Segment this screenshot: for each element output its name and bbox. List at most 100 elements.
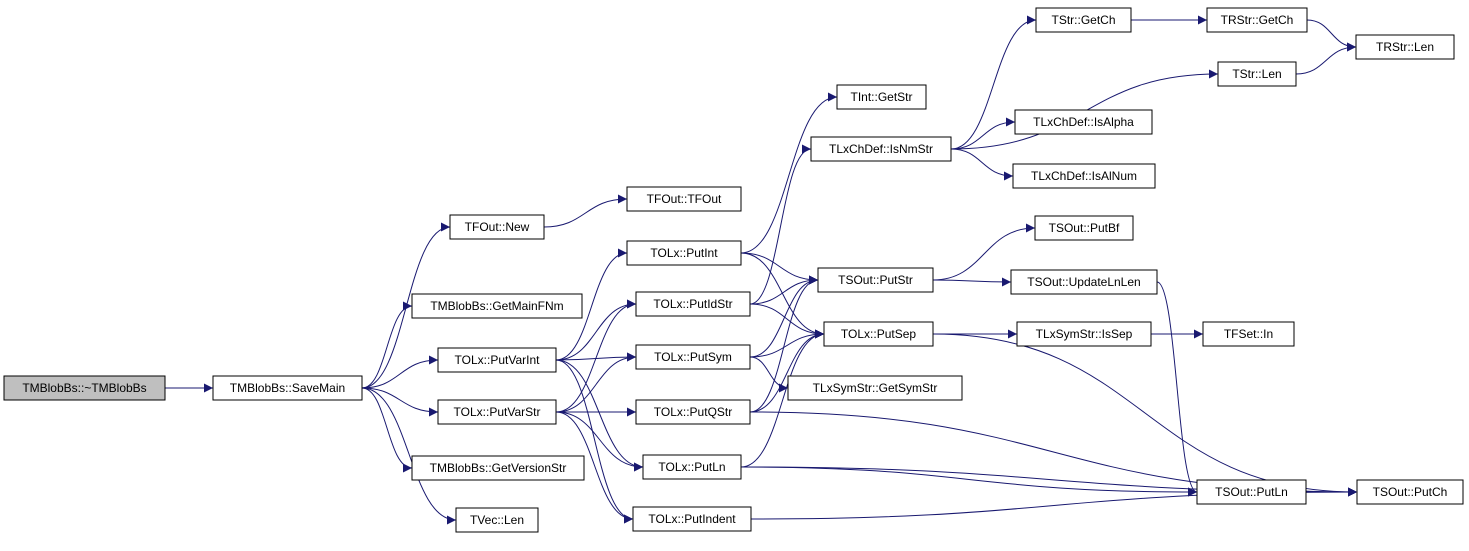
node-box: [449, 214, 545, 240]
call-edge: [749, 356, 789, 393]
call-edge: [361, 355, 439, 389]
call-edge: [361, 387, 413, 473]
node-box: [1016, 321, 1152, 347]
function-node: TSOut::UpdateLnLen: [1010, 269, 1158, 295]
call-edge: [749, 329, 825, 358]
node-box: [836, 84, 927, 110]
call-edge: [740, 92, 838, 254]
node-box: [1196, 479, 1307, 505]
node-box: [1012, 163, 1156, 189]
function-node: TSOut::PutCh: [1356, 479, 1464, 505]
call-edge: [932, 333, 1358, 497]
node-box: [626, 240, 742, 266]
call-edge: [749, 275, 819, 358]
node-label: TMBlobBs::GetVersionStr: [430, 461, 567, 475]
node-box: [1202, 321, 1295, 347]
call-edge: [749, 303, 825, 339]
node-label: TSOut::PutCh: [1373, 485, 1448, 499]
call-edge: [555, 352, 637, 413]
call-edge: [950, 117, 1016, 150]
call-edge: [932, 223, 1036, 281]
node-box: [635, 291, 751, 317]
call-edge: [740, 329, 825, 468]
node-label: TRStr::GetCh: [1221, 13, 1294, 27]
call-edge: [740, 252, 819, 285]
node-label: TSOut::UpdateLnLen: [1027, 275, 1140, 289]
function-node: TMBlobBs::GetVersionStr: [411, 455, 585, 481]
node-label: TOLx::PutInt: [650, 246, 718, 260]
function-node: TLxSymStr::IsSep: [1016, 321, 1152, 347]
node-box: [626, 186, 742, 212]
function-node: TOLx::PutVarStr: [437, 399, 557, 425]
node-label: TOLx::PutSep: [841, 327, 916, 341]
call-edge: [543, 194, 628, 228]
function-node: TOLx::PutIdStr: [635, 291, 751, 317]
node-label: TOLx::PutVarStr: [454, 405, 541, 419]
function-node: TRStr::GetCh: [1206, 7, 1308, 33]
node-box: [1206, 7, 1308, 33]
node-label: TOLx::PutIndent: [648, 512, 736, 526]
node-label: TVec::Len: [470, 513, 524, 527]
function-node: TOLx::PutLn: [642, 454, 742, 480]
function-node: TStr::Len: [1217, 61, 1297, 87]
call-edge: [950, 15, 1037, 150]
node-label: TLxChDef::IsAlpha: [1033, 115, 1134, 129]
call-edge: [932, 277, 1012, 287]
node-box: [635, 399, 751, 425]
call-edge: [361, 387, 457, 525]
node-label: TLxSymStr::IsSep: [1036, 327, 1133, 341]
node-box: [1035, 7, 1132, 33]
node-box: [437, 347, 557, 373]
node-box: [411, 293, 583, 319]
node-box: [455, 507, 539, 533]
node-label: TInt::GetStr: [850, 90, 912, 104]
function-node: TMBlobBs::~TMBlobBs: [3, 375, 166, 401]
node-label: TStr::GetCh: [1051, 13, 1115, 27]
node-label: TMBlobBs::GetMainFNm: [430, 299, 563, 313]
node-box: [212, 375, 363, 401]
node-box: [1034, 215, 1134, 241]
node-label: TSOut::PutStr: [838, 273, 913, 287]
call-edge: [950, 148, 1014, 181]
call-edge: [740, 466, 1198, 497]
node-box: [635, 344, 751, 370]
node-box: [817, 267, 934, 293]
function-node: TOLx::PutInt: [626, 240, 742, 266]
node-box: [1217, 61, 1297, 87]
call-edge: [555, 248, 628, 361]
node-box: [1355, 34, 1455, 60]
node-label: TMBlobBs::~TMBlobBs: [22, 381, 146, 395]
function-node: TStr::GetCh: [1035, 7, 1132, 33]
function-node: TRStr::Len: [1355, 34, 1455, 60]
node-label: TOLx::PutQStr: [654, 405, 732, 419]
call-edge: [555, 359, 644, 472]
node-label: TOLx::PutIdStr: [653, 297, 732, 311]
node-label: TFOut::TFOut: [647, 192, 722, 206]
function-node: TOLx::PutSep: [823, 321, 934, 347]
function-node: TLxSymStr::GetSymStr: [787, 375, 963, 401]
call-edge: [555, 411, 644, 472]
node-box: [810, 136, 952, 162]
call-edge: [749, 144, 812, 305]
function-node: TMBlobBs::GetMainFNm: [411, 293, 583, 319]
function-node: TOLx::PutSym: [635, 344, 751, 370]
node-label: TOLx::PutVarInt: [455, 353, 541, 367]
node-label: TSOut::PutBf: [1049, 221, 1120, 235]
function-node: TFOut::New: [449, 214, 545, 240]
call-edge: [555, 299, 637, 361]
node-label: TFOut::New: [465, 220, 530, 234]
node-box: [823, 321, 934, 347]
node-box: [411, 455, 585, 481]
node-label: TLxSymStr::GetSymStr: [813, 381, 938, 395]
node-box: [787, 375, 963, 401]
node-label: TLxChDef::IsAlNum: [1031, 169, 1137, 183]
function-node: TLxChDef::IsNmStr: [810, 136, 952, 162]
call-edge: [749, 275, 819, 413]
function-node: TFOut::TFOut: [626, 186, 742, 212]
function-node: TOLx::PutIndent: [632, 506, 752, 532]
function-node: TLxChDef::IsAlpha: [1014, 109, 1153, 135]
function-node: TInt::GetStr: [836, 84, 927, 110]
function-node: TSOut::PutBf: [1034, 215, 1134, 241]
function-node: TMBlobBs::SaveMain: [212, 375, 363, 401]
